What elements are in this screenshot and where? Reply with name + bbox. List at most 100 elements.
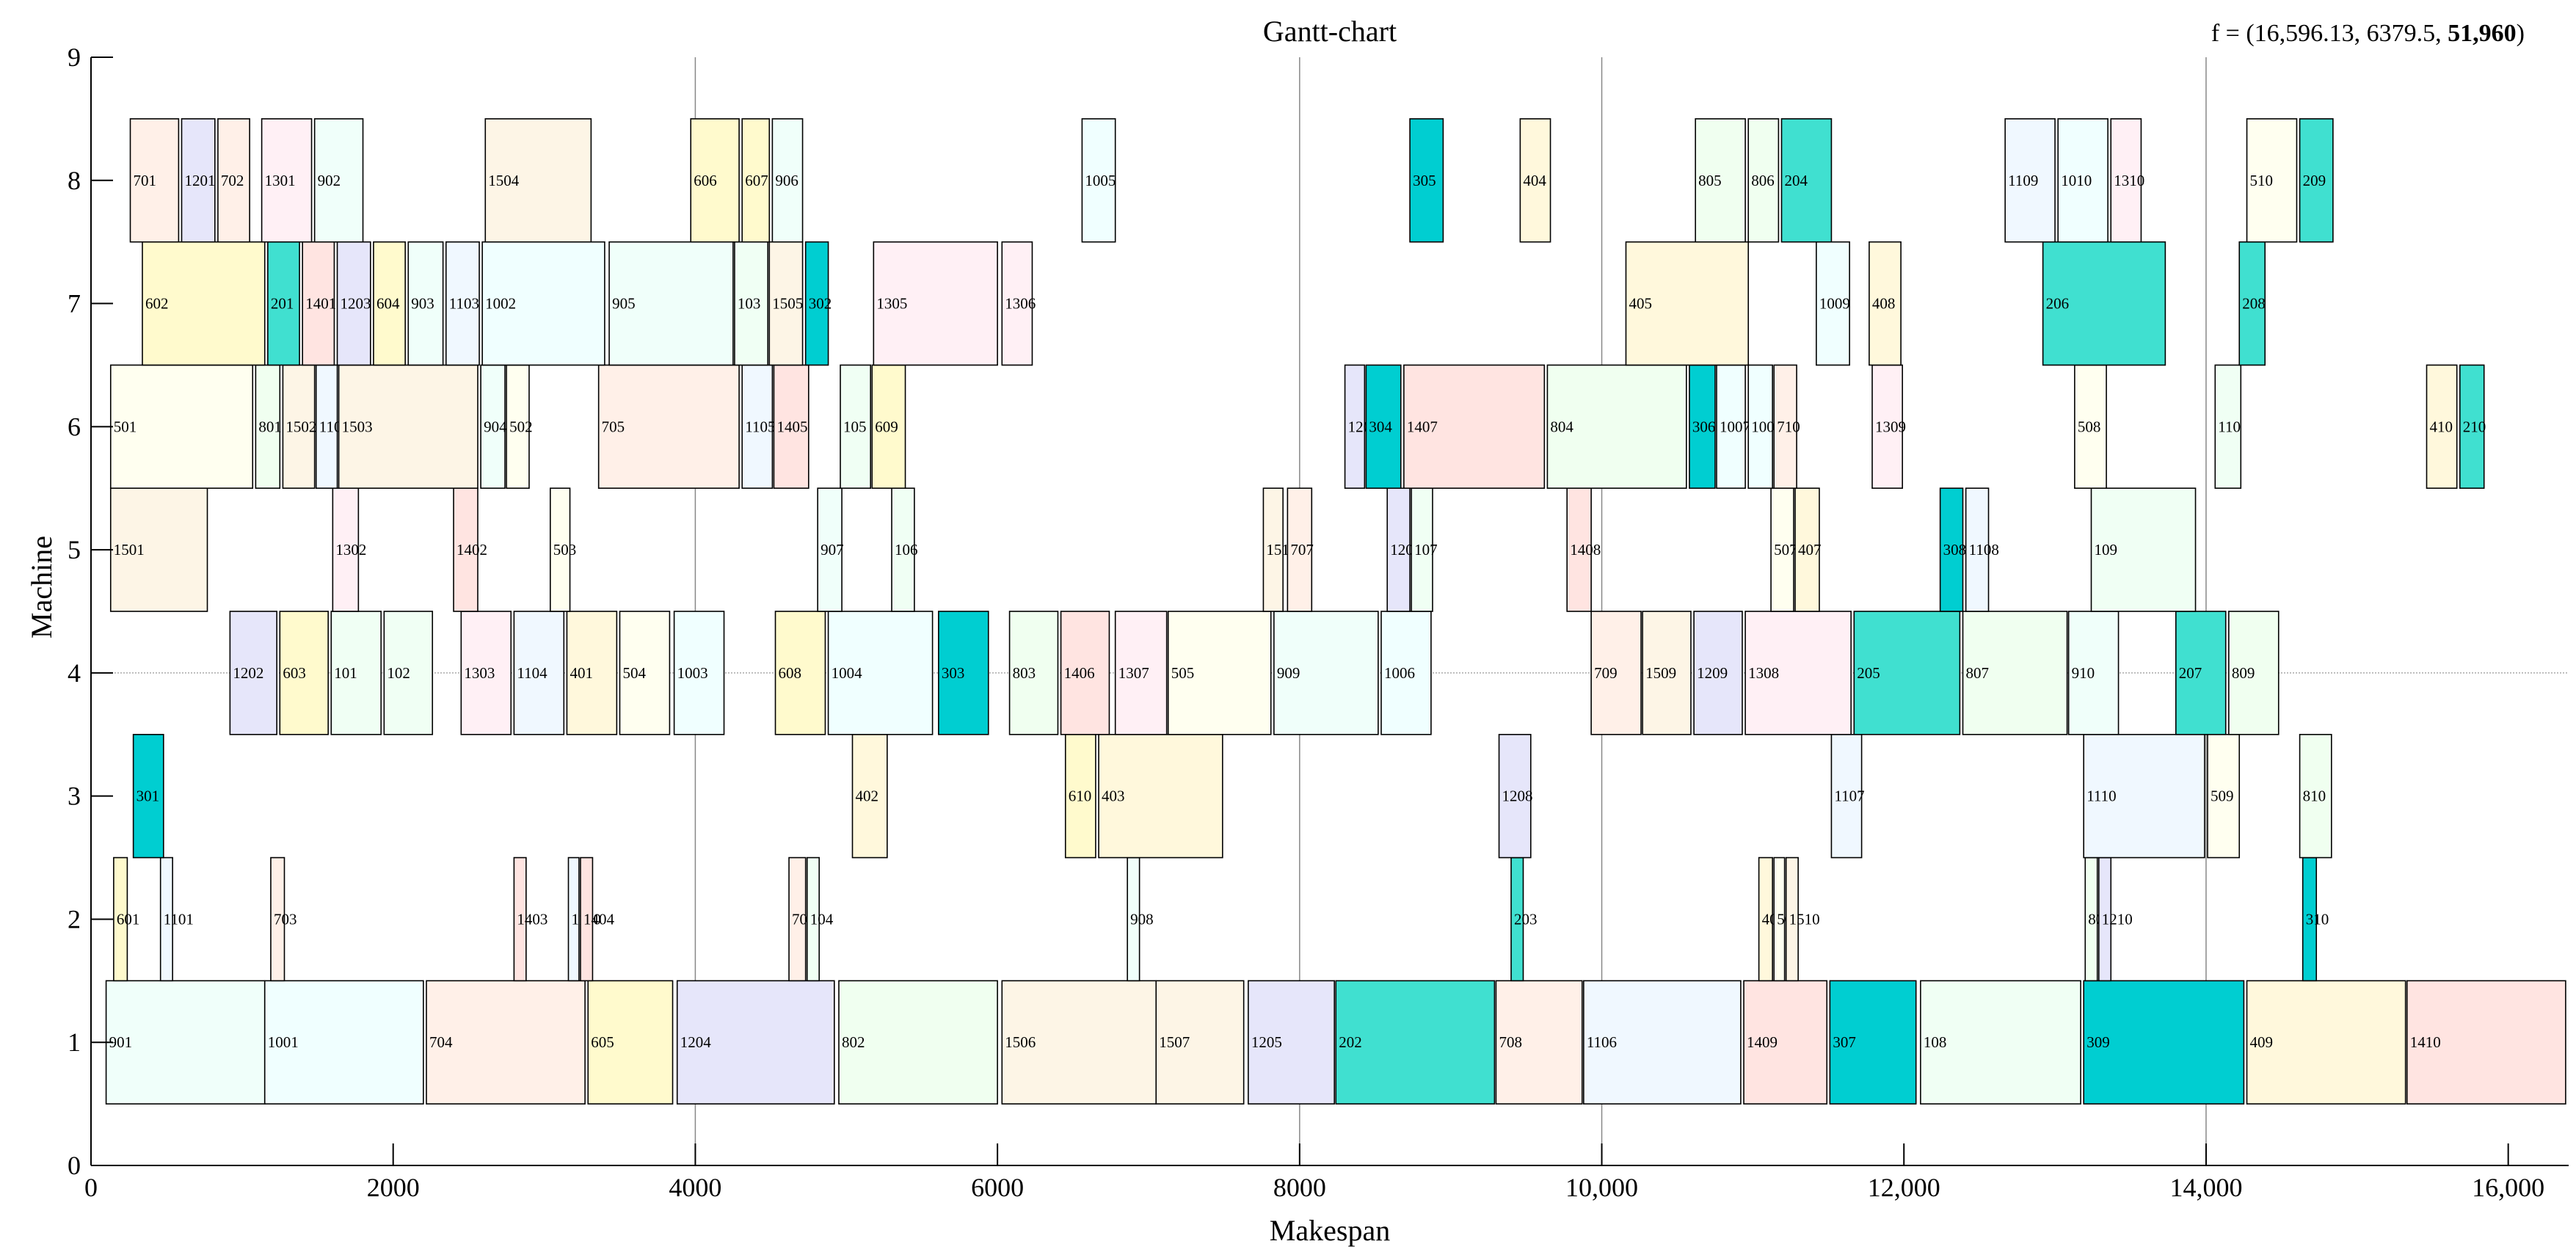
operation-label-310: 310 bbox=[2306, 910, 2329, 928]
operation-bar-1009 bbox=[1816, 241, 1850, 366]
operation-bar-705 bbox=[597, 364, 740, 490]
operation-label-102: 102 bbox=[387, 664, 410, 682]
operation-bar-608 bbox=[774, 611, 826, 735]
operation-label-206: 206 bbox=[2046, 295, 2070, 313]
x-tick-label-6: 12,000 bbox=[1868, 1173, 1940, 1202]
operation-bar-1501 bbox=[109, 487, 208, 612]
objective-values-text: (16,596.13, 6379.5, bbox=[2246, 20, 2448, 47]
operation-label-204: 204 bbox=[1785, 172, 1808, 189]
operation-label-502: 502 bbox=[509, 418, 533, 435]
operation-bar-307 bbox=[1829, 980, 1917, 1105]
operation-label-1103: 1103 bbox=[449, 295, 479, 313]
operation-bar-309 bbox=[2083, 980, 2245, 1105]
operation-label-1007: 1007 bbox=[1720, 418, 1750, 435]
operation-label-603: 603 bbox=[283, 664, 306, 682]
operation-bar-703 bbox=[270, 856, 285, 982]
operation-bar-702 bbox=[217, 118, 250, 243]
operation-label-1501: 1501 bbox=[114, 541, 145, 559]
operation-label-709: 709 bbox=[1594, 664, 1618, 682]
operation-bar-804 bbox=[1546, 364, 1687, 490]
operation-label-1505: 1505 bbox=[772, 295, 803, 313]
operation-bar-410 bbox=[2426, 364, 2458, 490]
operation-bar-1005 bbox=[1081, 118, 1116, 243]
operation-bar-206 bbox=[2042, 241, 2166, 366]
operation-bar-1310 bbox=[2110, 118, 2142, 243]
operation-label-1308: 1308 bbox=[1748, 664, 1779, 682]
operation-bar-1109 bbox=[2004, 118, 2056, 243]
operation-label-304: 304 bbox=[1369, 418, 1392, 435]
objective-label: f = bbox=[2211, 20, 2246, 47]
operation-bar-1203 bbox=[336, 241, 371, 366]
x-tick-label-3: 6000 bbox=[971, 1173, 1024, 1202]
operation-label-1507: 1507 bbox=[1159, 1033, 1190, 1051]
operation-label-610: 610 bbox=[1069, 787, 1092, 805]
operation-bar-1110 bbox=[2083, 733, 2205, 859]
y-tick-label-1: 1 bbox=[68, 1027, 81, 1057]
operation-bar-1303 bbox=[460, 611, 512, 735]
operation-bar-1008 bbox=[1747, 364, 1773, 490]
operation-bar-210 bbox=[2459, 364, 2485, 490]
operation-bar-1505 bbox=[768, 241, 804, 366]
operation-label-401: 401 bbox=[570, 664, 593, 682]
operation-label-606: 606 bbox=[694, 172, 717, 189]
operation-bar-1202 bbox=[1344, 364, 1366, 490]
operation-label-209: 209 bbox=[2303, 172, 2326, 189]
operation-bar-402 bbox=[851, 733, 888, 859]
operation-label-404: 404 bbox=[1523, 172, 1546, 189]
operation-label-908: 908 bbox=[1130, 910, 1154, 928]
operation-label-309: 309 bbox=[2086, 1033, 2110, 1051]
operation-label-305: 305 bbox=[1413, 172, 1436, 189]
operation-bar-501 bbox=[109, 364, 254, 490]
operation-bar-709 bbox=[1590, 611, 1642, 735]
operation-label-1407: 1407 bbox=[1407, 418, 1438, 435]
axes: 0 2000 4000 6000 8000 10,000 12,000 14,000 16,00… bbox=[68, 43, 2569, 1202]
operation-label-1201: 1201 bbox=[185, 172, 216, 189]
operation-bar-1507 bbox=[1155, 980, 1245, 1105]
operation-label-1301: 1301 bbox=[265, 172, 296, 189]
operation-bar-401 bbox=[566, 611, 618, 735]
operation-label-507: 507 bbox=[1774, 541, 1797, 559]
operation-label-109: 109 bbox=[2095, 541, 2118, 559]
operation-bar-1110 bbox=[567, 856, 580, 982]
y-tick-label-9: 9 bbox=[68, 43, 81, 72]
operation-label-1309: 1309 bbox=[1875, 418, 1906, 435]
operation-bar-1407 bbox=[1403, 364, 1546, 490]
operation-label-904: 904 bbox=[484, 418, 507, 435]
operation-bar-104 bbox=[806, 856, 821, 982]
operation-label-207: 207 bbox=[2179, 664, 2202, 682]
operation-bar-208 bbox=[2238, 241, 2266, 366]
operation-bar-802 bbox=[838, 980, 998, 1105]
operation-bar-1502 bbox=[282, 364, 316, 490]
operation-bar-407 bbox=[1794, 487, 1820, 612]
operation-bar-805 bbox=[1695, 118, 1746, 243]
operation-bar-704 bbox=[426, 980, 586, 1105]
operation-bar-1403 bbox=[513, 856, 527, 982]
operation-bar-404 bbox=[1519, 118, 1551, 243]
operation-bar-701 bbox=[129, 118, 180, 243]
operation-bar-1003 bbox=[673, 611, 725, 735]
operation-bar-708 bbox=[1495, 980, 1583, 1105]
operation-bar-1001 bbox=[263, 980, 424, 1105]
operation-bar-606 bbox=[690, 118, 740, 243]
operation-bar-1402 bbox=[453, 487, 479, 612]
operation-bar-405 bbox=[1625, 241, 1750, 366]
operation-label-910: 910 bbox=[2072, 664, 2095, 682]
operation-label-708: 708 bbox=[1499, 1033, 1522, 1051]
operation-label-1509: 1509 bbox=[1645, 664, 1676, 682]
operation-label-307: 307 bbox=[1833, 1033, 1856, 1051]
operation-bar-810 bbox=[2299, 733, 2332, 859]
operation-bar-1205 bbox=[1248, 980, 1335, 1105]
operation-bar-204 bbox=[1780, 118, 1833, 243]
operation-label-407: 407 bbox=[1798, 541, 1822, 559]
operation-label-504: 504 bbox=[622, 664, 646, 682]
operation-bar-1306 bbox=[1001, 241, 1033, 366]
operation-bar-1307 bbox=[1114, 611, 1168, 735]
operation-bar-806 bbox=[1747, 118, 1780, 243]
operation-label-1006: 1006 bbox=[1384, 664, 1415, 682]
operation-label-801: 801 bbox=[258, 418, 282, 435]
operation-bar-505 bbox=[1167, 611, 1272, 735]
operation-bar-1509 bbox=[1642, 611, 1692, 735]
operation-label-105: 105 bbox=[843, 418, 867, 435]
operation-label-1001: 1001 bbox=[268, 1033, 299, 1051]
operation-bar-308 bbox=[1939, 487, 1964, 612]
